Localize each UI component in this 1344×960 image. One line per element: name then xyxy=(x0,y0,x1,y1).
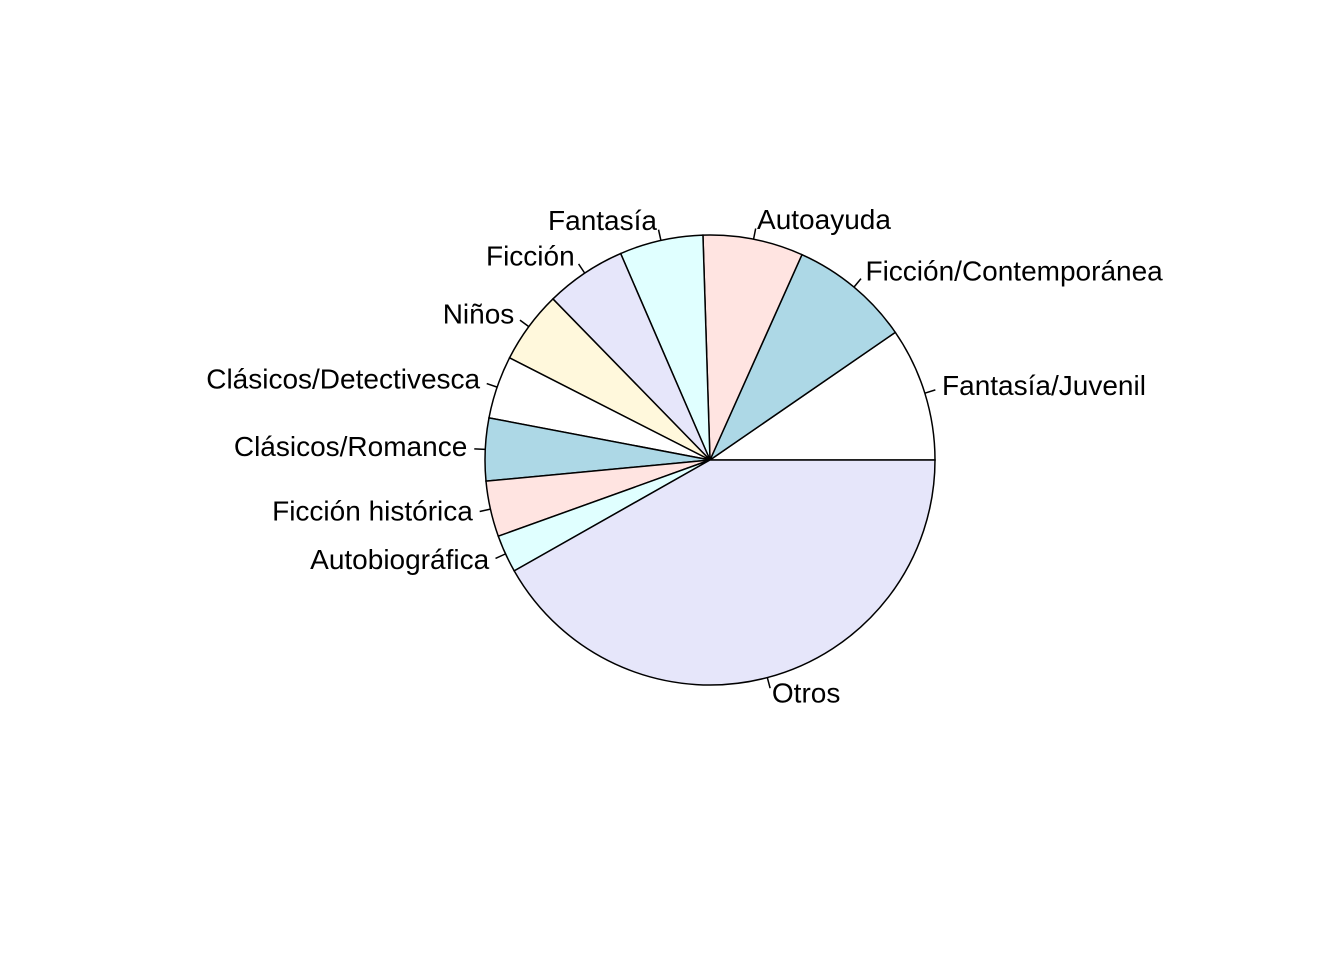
label-ninos: Niños xyxy=(443,298,515,329)
label-otros: Otros xyxy=(772,677,840,708)
label-fantasia-juvenil: Fantasía/Juvenil xyxy=(942,370,1146,401)
label-ficcion-contemporanea: Ficción/Contemporánea xyxy=(865,256,1163,287)
tick-ficcion-historica xyxy=(479,508,491,513)
tick-otros xyxy=(766,677,771,689)
label-clasicos-romance: Clásicos/Romance xyxy=(234,431,467,462)
label-ficcion-historica: Ficción histórica xyxy=(272,495,473,526)
label-fantasia: Fantasía xyxy=(548,205,657,236)
tick-autobiografica xyxy=(495,553,506,560)
tick-ficcion xyxy=(577,263,586,274)
slice-otros xyxy=(513,459,936,686)
tick-fantasia xyxy=(657,229,662,241)
tick-ficcion-contemporanea xyxy=(853,278,862,288)
label-autobiografica: Autobiográfica xyxy=(310,544,489,575)
label-ticks xyxy=(474,228,936,689)
slice-autoayuda xyxy=(702,234,803,461)
slice-fantasia-juvenil xyxy=(707,331,936,461)
slice-labels: Fantasía/Juvenil Ficción/Contemporánea Aut… xyxy=(206,204,1163,708)
pie-slices xyxy=(484,234,936,686)
tick-clasicos-detectivesca xyxy=(486,382,498,388)
label-clasicos-detectivesca: Clásicos/Detectivesca xyxy=(206,364,480,395)
label-autoayuda: Autoayuda xyxy=(757,204,891,235)
tick-ninos xyxy=(519,319,530,328)
tick-fantasia-juvenil xyxy=(924,389,936,394)
tick-autoayuda xyxy=(752,228,757,240)
tick-clasicos-romance xyxy=(474,448,486,451)
label-ficcion: Ficción xyxy=(486,241,575,272)
